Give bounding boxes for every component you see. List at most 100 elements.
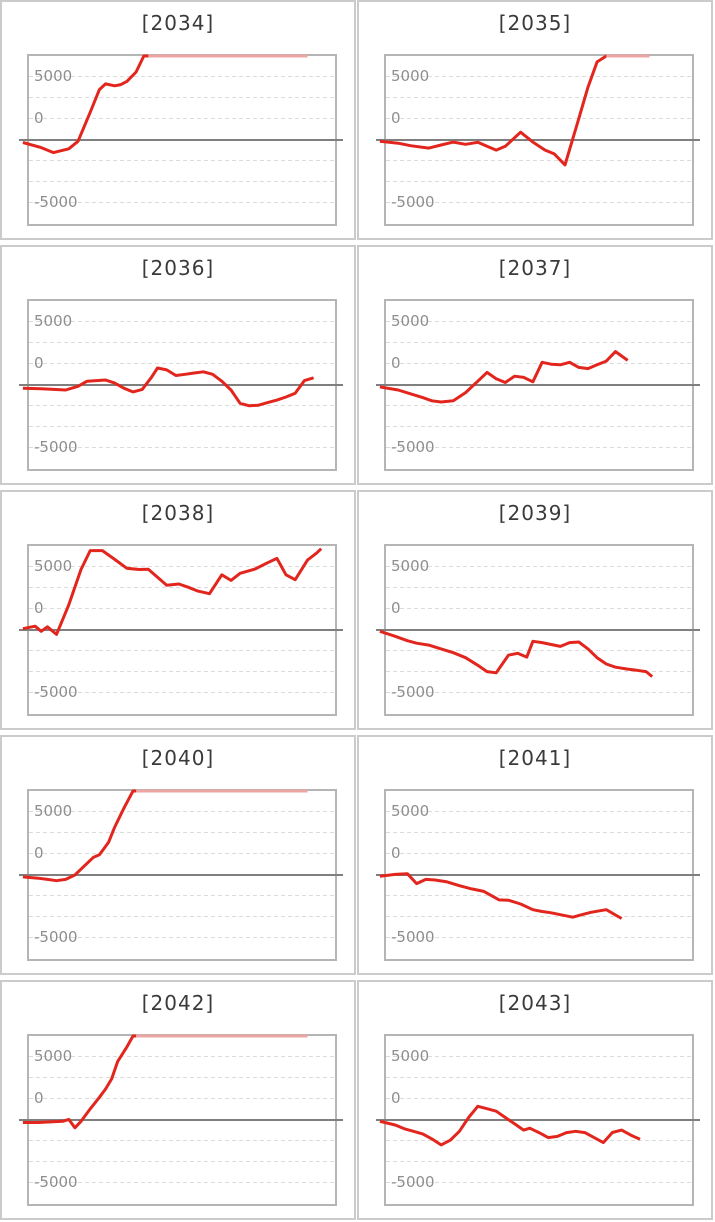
chart-panel: [2041] 5000 0 -5000 — [357, 735, 713, 975]
gridline — [29, 160, 335, 161]
gridline — [29, 181, 335, 182]
gridline — [386, 832, 692, 833]
chart-panel: [2038] 5000 0 -5000 — [0, 490, 356, 730]
chart-title: [2042] — [141, 991, 215, 1015]
gridline — [29, 853, 335, 854]
y-axis-label-5000: 5000 — [391, 1046, 430, 1065]
y-axis-label-0: 0 — [34, 353, 44, 372]
plot-box: 5000 0 -5000 — [27, 1034, 337, 1206]
gridline — [29, 342, 335, 343]
gridline — [29, 1077, 335, 1078]
plot-box: 5000 0 -5000 — [384, 789, 694, 961]
gridline — [386, 937, 692, 938]
y-axis-label-0: 0 — [34, 108, 44, 127]
gridline — [29, 363, 335, 364]
gridline — [29, 671, 335, 672]
gridline — [29, 650, 335, 651]
gridline — [386, 895, 692, 896]
y-axis-label-0: 0 — [391, 843, 401, 862]
chart-panel: [2035] 5000 0 -5000 — [357, 0, 713, 240]
gridline — [29, 937, 335, 938]
chart-title: [2039] — [498, 501, 572, 525]
chart-panel: [2039] 5000 0 -5000 — [357, 490, 713, 730]
y-axis-label-0: 0 — [391, 353, 401, 372]
gridline — [386, 97, 692, 98]
chart-title: [2036] — [141, 256, 215, 280]
gridline — [29, 811, 335, 812]
gridline — [386, 321, 692, 322]
y-axis-label-0: 0 — [391, 108, 401, 127]
gridline — [29, 321, 335, 322]
y-axis-label-minus5000: -5000 — [34, 682, 78, 701]
gridline — [29, 1056, 335, 1057]
chart-title: [2035] — [498, 11, 572, 35]
plot-box: 5000 0 -5000 — [384, 54, 694, 226]
plot-box: 5000 0 -5000 — [384, 299, 694, 471]
y-axis-label-5000: 5000 — [34, 556, 73, 575]
chart-title: [2043] — [498, 991, 572, 1015]
gridline — [29, 1161, 335, 1162]
chart-panel: [2040] 5000 0 -5000 — [0, 735, 356, 975]
gridline — [386, 1056, 692, 1057]
gridline — [386, 342, 692, 343]
gridline — [386, 608, 692, 609]
chart-title: [2037] — [498, 256, 572, 280]
y-axis-label-minus5000: -5000 — [391, 1172, 435, 1191]
plot-area: 5000 0 -5000 — [19, 54, 349, 226]
plot-area: 5000 0 -5000 — [19, 544, 349, 716]
y-axis-label-minus5000: -5000 — [391, 192, 435, 211]
gridline — [29, 1098, 335, 1099]
plot-box: 5000 0 -5000 — [27, 789, 337, 961]
chart-title: [2038] — [141, 501, 215, 525]
gridline — [386, 76, 692, 77]
plot-box: 5000 0 -5000 — [384, 544, 694, 716]
plot-area: 5000 0 -5000 — [376, 1034, 706, 1206]
y-axis-label-minus5000: -5000 — [34, 192, 78, 211]
y-axis-label-5000: 5000 — [391, 801, 430, 820]
y-axis-label-5000: 5000 — [391, 556, 430, 575]
y-axis-label-minus5000: -5000 — [391, 437, 435, 456]
gridline — [386, 692, 692, 693]
y-axis-label-5000: 5000 — [34, 66, 73, 85]
gridline — [386, 160, 692, 161]
chart-panel: [2037] 5000 0 -5000 — [357, 245, 713, 485]
gridline — [386, 1161, 692, 1162]
gridline — [29, 76, 335, 77]
y-axis-label-5000: 5000 — [391, 66, 430, 85]
gridline — [29, 587, 335, 588]
gridline — [29, 447, 335, 448]
gridline — [29, 1140, 335, 1141]
plot-area: 5000 0 -5000 — [376, 789, 706, 961]
y-axis-label-minus5000: -5000 — [34, 437, 78, 456]
gridline — [29, 1182, 335, 1183]
gridline — [386, 181, 692, 182]
plot-area: 5000 0 -5000 — [19, 1034, 349, 1206]
y-axis-label-minus5000: -5000 — [391, 682, 435, 701]
gridline — [386, 405, 692, 406]
gridline — [386, 363, 692, 364]
gridline — [386, 1077, 692, 1078]
chart-panel: [2036] 5000 0 -5000 — [0, 245, 356, 485]
chart-panel: [2042] 5000 0 -5000 — [0, 980, 356, 1220]
gridline — [386, 202, 692, 203]
gridline — [29, 608, 335, 609]
gridline — [29, 97, 335, 98]
y-axis-label-5000: 5000 — [34, 801, 73, 820]
gridline — [386, 118, 692, 119]
gridline — [386, 916, 692, 917]
chart-panel: [2034] 5000 0 -5000 — [0, 0, 356, 240]
y-axis-label-minus5000: -5000 — [391, 927, 435, 946]
gridline — [386, 1182, 692, 1183]
gridline — [29, 118, 335, 119]
plot-area: 5000 0 -5000 — [376, 299, 706, 471]
plot-box: 5000 0 -5000 — [27, 54, 337, 226]
gridline — [386, 447, 692, 448]
gridline — [386, 650, 692, 651]
y-axis-label-0: 0 — [34, 843, 44, 862]
gridline — [29, 566, 335, 567]
chart-title: [2034] — [141, 11, 215, 35]
gridline — [386, 426, 692, 427]
y-axis-label-0: 0 — [34, 1088, 44, 1107]
gridline — [29, 916, 335, 917]
